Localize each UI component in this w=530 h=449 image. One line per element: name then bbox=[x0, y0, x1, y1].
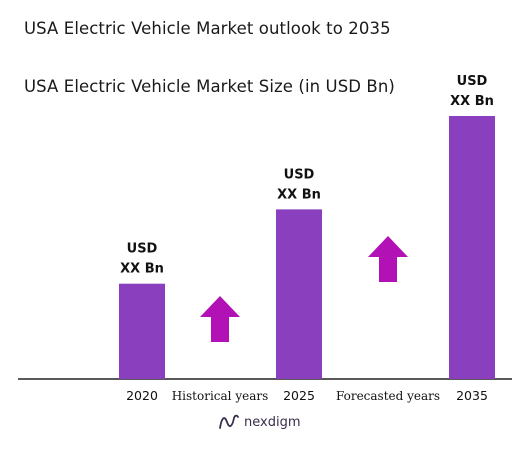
page-title: USA Electric Vehicle Market outlook to 2… bbox=[24, 19, 391, 38]
value-label-line1: USD bbox=[127, 242, 158, 257]
tick-label-2025: 2025 bbox=[283, 388, 315, 403]
bar-2035 bbox=[449, 116, 495, 379]
value-label-line1: USD bbox=[457, 74, 488, 89]
period-label: Historical years bbox=[172, 389, 269, 403]
nexdigm-logo: nexdigm bbox=[219, 414, 300, 430]
chart-title: USA Electric Vehicle Market Size (in USD… bbox=[24, 77, 395, 96]
tick-label-2035: 2035 bbox=[456, 388, 488, 403]
nexdigm-wave-icon bbox=[219, 414, 239, 429]
logo-text: nexdigm bbox=[244, 414, 301, 430]
period-label: Forecasted years bbox=[336, 389, 440, 403]
bar-2020 bbox=[119, 283, 165, 379]
value-label-line2: XX Bn bbox=[277, 187, 321, 202]
up-arrow-icon bbox=[200, 296, 240, 342]
value-label-line1: USD bbox=[284, 167, 315, 182]
up-arrow-icon bbox=[368, 236, 408, 282]
tick-label-2020: 2020 bbox=[126, 388, 158, 403]
value-label-line2: XX Bn bbox=[120, 262, 164, 277]
value-label-line2: XX Bn bbox=[450, 94, 494, 109]
bar-2025 bbox=[276, 209, 322, 379]
